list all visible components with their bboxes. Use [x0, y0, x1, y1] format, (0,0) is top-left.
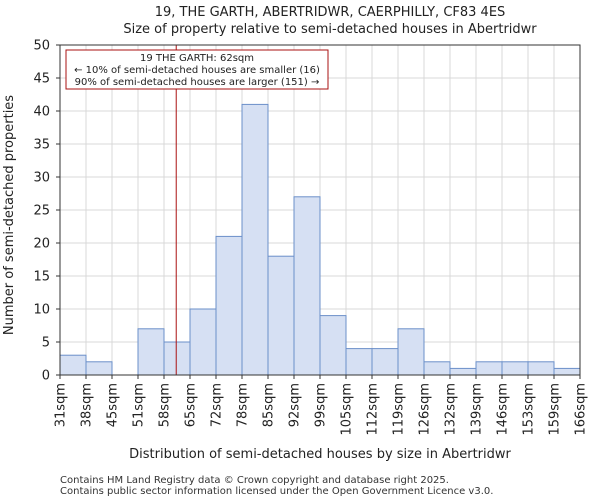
bar-105sqm [345, 348, 373, 376]
x-tick-label: 92sqm [288, 383, 303, 427]
x-tick-label: 126sqm [418, 383, 433, 436]
x-tick-label: 99sqm [314, 383, 329, 427]
annotation-line-3: 90% of semi-detached houses are larger (… [75, 77, 320, 88]
bar-92sqm [293, 196, 321, 376]
bar-153sqm [527, 361, 555, 376]
chart-title: 19, THE GARTH, ABERTRIDWR, CAERPHILLY, C… [155, 5, 506, 20]
bar-78sqm [241, 103, 269, 376]
x-tick-label: 31sqm [54, 383, 69, 427]
bars [59, 103, 581, 376]
y-tick-label: 50 [33, 39, 50, 54]
annotation-box: 19 THE GARTH: 62sqm ← 10% of semi-detach… [65, 49, 329, 90]
x-tick-label: 105sqm [340, 383, 355, 436]
footer-line-1: Contains HM Land Registry data © Crown c… [60, 475, 449, 486]
y-tick-label: 20 [33, 237, 50, 252]
x-tick-label: 51sqm [132, 383, 147, 427]
bar-38sqm [85, 361, 113, 376]
x-tick-label: 65sqm [184, 383, 199, 427]
bar-126sqm [423, 361, 451, 376]
bar-99sqm [319, 315, 347, 376]
x-axis-label: Distribution of semi-detached houses by … [129, 447, 511, 462]
y-tick-label: 5 [42, 336, 50, 351]
x-tick-label: 153sqm [522, 383, 537, 436]
chart-subtitle: Size of property relative to semi-detach… [123, 22, 537, 37]
bar-58sqm [163, 341, 191, 376]
x-tick-label: 38sqm [80, 383, 95, 427]
annotation-border [65, 49, 329, 90]
y-tick-label: 40 [33, 105, 50, 120]
x-tick-label: 85sqm [262, 383, 277, 427]
x-tick-label: 132sqm [444, 383, 459, 436]
x-tick-label: 119sqm [392, 383, 407, 436]
x-tick-label: 78sqm [236, 383, 251, 427]
x-tick-labels: 31sqm 38sqm 45sqm 51sqm 58sqm 65sqm 72sqm 78sqm… [54, 383, 589, 436]
bar-132sqm [449, 367, 477, 376]
y-tick-labels: 0 5 10 15 20 25 30 35 40 45 50 [33, 39, 50, 384]
y-axis-label: Number of semi-detached properties [2, 95, 17, 335]
annotation-line-2: ← 10% of semi-detached houses are smalle… [74, 65, 320, 76]
y-tick-label: 35 [33, 138, 50, 153]
x-tick-label: 166sqm [574, 383, 589, 436]
x-tick-label: 45sqm [106, 383, 121, 427]
x-tick-label: 159sqm [548, 383, 563, 436]
bar-85sqm [267, 255, 295, 376]
bar-72sqm [215, 235, 243, 376]
y-tick-label: 10 [33, 303, 50, 318]
bar-119sqm [397, 328, 425, 376]
bar-65sqm [189, 308, 217, 376]
y-tick-label: 30 [33, 171, 50, 186]
bar-159sqm [553, 367, 581, 376]
bar-51sqm [137, 328, 165, 376]
bar-146sqm [501, 361, 529, 376]
bar-31sqm [59, 354, 87, 376]
bar-139sqm [475, 361, 503, 376]
bar-112sqm [371, 348, 399, 376]
x-tick-label: 72sqm [210, 383, 225, 427]
y-tick-label: 45 [33, 72, 50, 87]
x-tick-label: 112sqm [366, 383, 381, 436]
x-tick-label: 139sqm [470, 383, 485, 436]
annotation-line-1: 19 THE GARTH: 62sqm [140, 53, 254, 64]
x-tick-label: 58sqm [158, 383, 173, 427]
x-tick-label: 146sqm [496, 383, 511, 436]
y-tick-label: 25 [33, 204, 50, 219]
footer-line-2: Contains public sector information licen… [60, 486, 493, 497]
y-tick-label: 0 [42, 369, 50, 384]
y-tick-label: 15 [33, 270, 50, 285]
axes [56, 44, 581, 379]
